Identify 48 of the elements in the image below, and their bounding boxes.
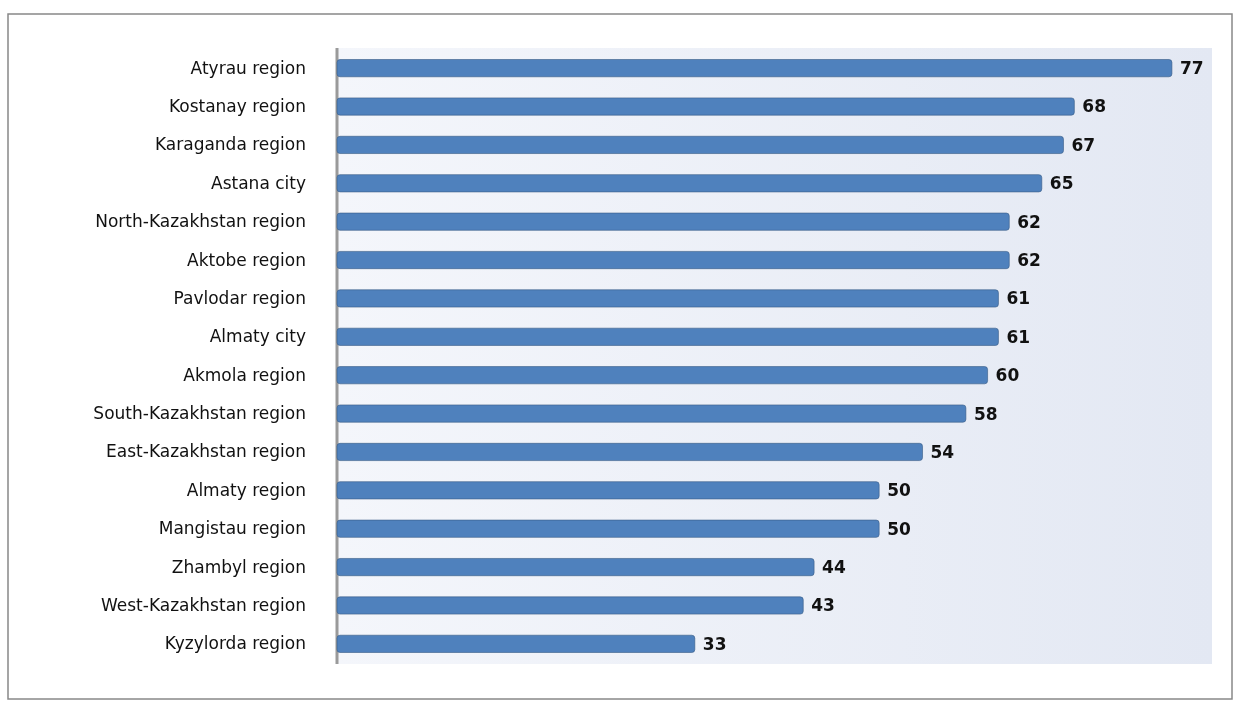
y-tick-label: West-Kazakhstan region: [100, 594, 306, 615]
data-label: 65: [1049, 173, 1074, 194]
y-tick-label: Kyzylorda region: [164, 633, 306, 654]
bar: [336, 366, 988, 385]
y-tick-label: Kostanay region: [168, 95, 306, 116]
bar: [336, 135, 1064, 154]
y-tick-label: Aktobe region: [187, 249, 306, 270]
y-tick-label: South-Kazakhstan region: [93, 403, 306, 424]
data-label: 62: [1017, 211, 1041, 232]
bar: [336, 59, 1173, 78]
y-tick-label: Mangistau region: [158, 518, 306, 539]
data-label: 33: [702, 633, 727, 654]
y-tick-label: Zhambyl region: [171, 556, 306, 577]
data-label: 43: [811, 595, 835, 616]
bar: [336, 327, 999, 346]
y-tick-label: Almaty region: [186, 479, 306, 500]
data-label: 54: [930, 441, 955, 462]
data-label: 58: [973, 403, 998, 424]
data-label: 50: [887, 518, 911, 539]
bar: [336, 97, 1075, 116]
data-label: 61: [1006, 288, 1031, 309]
data-label: 44: [822, 557, 846, 578]
bar: [336, 481, 880, 500]
data-label: 60: [995, 365, 1020, 386]
y-tick-label: Atyrau region: [190, 57, 306, 78]
y-tick-label: Karaganda region: [154, 134, 306, 155]
y-tick-label: East-Kazakhstan region: [106, 441, 306, 462]
bar: [336, 289, 999, 308]
data-label: 61: [1006, 326, 1031, 347]
bar: [336, 558, 815, 577]
bar: [336, 212, 1010, 231]
y-tick-label: Pavlodar region: [173, 287, 306, 308]
y-tick-label: Akmola region: [183, 364, 306, 385]
data-label: 62: [1017, 250, 1041, 270]
bar: [336, 519, 880, 538]
bar: [336, 443, 923, 461]
bar: [336, 596, 804, 615]
data-label: 67: [1071, 134, 1096, 155]
data-label: 50: [887, 480, 911, 501]
bar: [336, 251, 1010, 269]
data-label: 77: [1179, 58, 1204, 79]
bar: [336, 174, 1043, 193]
y-tick-label: Astana city: [211, 172, 306, 193]
y-tick-label: Almaty city: [209, 326, 306, 347]
bar: [336, 404, 967, 423]
y-tick-label: North-Kazakhstan region: [95, 211, 306, 232]
bar: [336, 634, 696, 653]
data-label: 68: [1082, 96, 1107, 117]
